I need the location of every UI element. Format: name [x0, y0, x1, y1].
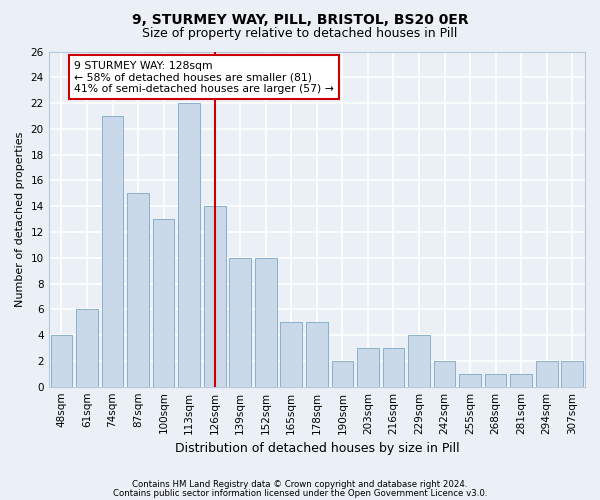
Bar: [408, 335, 430, 386]
Bar: [255, 258, 277, 386]
X-axis label: Distribution of detached houses by size in Pill: Distribution of detached houses by size …: [175, 442, 459, 455]
Y-axis label: Number of detached properties: Number of detached properties: [15, 132, 25, 307]
Bar: [562, 361, 583, 386]
Bar: [383, 348, 404, 387]
Bar: [204, 206, 226, 386]
Bar: [178, 103, 200, 387]
Text: Contains HM Land Registry data © Crown copyright and database right 2024.: Contains HM Land Registry data © Crown c…: [132, 480, 468, 489]
Bar: [50, 335, 72, 386]
Bar: [536, 361, 557, 386]
Bar: [510, 374, 532, 386]
Bar: [332, 361, 353, 386]
Bar: [229, 258, 251, 386]
Bar: [153, 219, 175, 386]
Text: 9, STURMEY WAY, PILL, BRISTOL, BS20 0ER: 9, STURMEY WAY, PILL, BRISTOL, BS20 0ER: [131, 12, 469, 26]
Bar: [485, 374, 506, 386]
Bar: [459, 374, 481, 386]
Bar: [101, 116, 124, 386]
Bar: [306, 322, 328, 386]
Bar: [357, 348, 379, 387]
Text: Size of property relative to detached houses in Pill: Size of property relative to detached ho…: [142, 28, 458, 40]
Bar: [280, 322, 302, 386]
Text: Contains public sector information licensed under the Open Government Licence v3: Contains public sector information licen…: [113, 489, 487, 498]
Bar: [127, 194, 149, 386]
Bar: [76, 310, 98, 386]
Text: 9 STURMEY WAY: 128sqm
← 58% of detached houses are smaller (81)
41% of semi-deta: 9 STURMEY WAY: 128sqm ← 58% of detached …: [74, 60, 334, 94]
Bar: [434, 361, 455, 386]
